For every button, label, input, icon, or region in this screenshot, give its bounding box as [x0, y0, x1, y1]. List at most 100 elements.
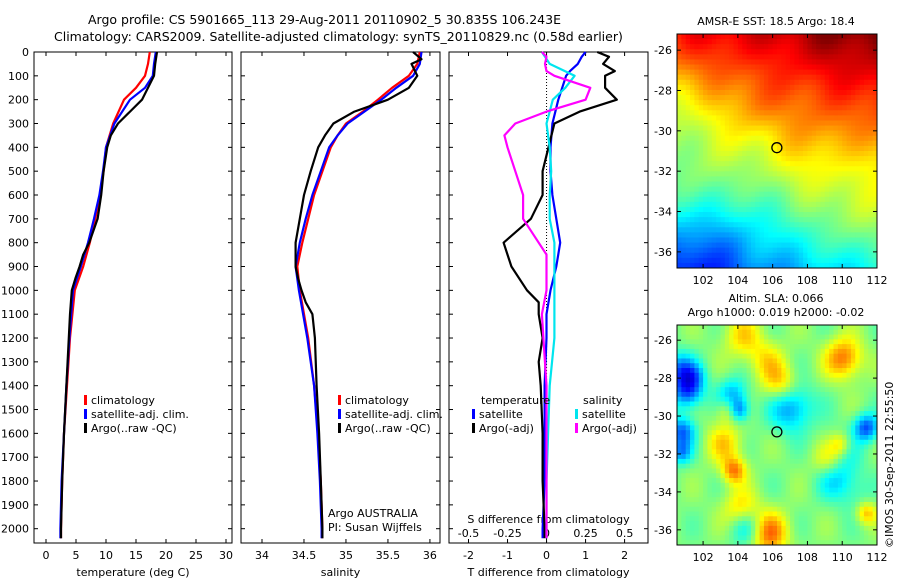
map-cell — [855, 463, 861, 470]
map-cell — [863, 44, 869, 50]
map-cell — [829, 458, 835, 465]
map-cell — [703, 89, 709, 96]
map-cell — [720, 377, 726, 383]
map-cell — [777, 344, 782, 350]
map-cell — [681, 64, 687, 71]
map-cell — [694, 166, 700, 172]
map-cell — [777, 166, 782, 172]
map-cell — [785, 377, 791, 383]
map-cell — [694, 501, 700, 508]
map-cell — [759, 74, 765, 81]
map-cell — [820, 377, 826, 383]
map-cell — [807, 339, 813, 345]
map-cell — [790, 444, 795, 450]
y-tick-label: 400 — [8, 141, 29, 154]
map-cell — [690, 59, 695, 66]
map-cell — [824, 506, 830, 513]
map-cell — [729, 89, 735, 96]
map-cell — [724, 435, 730, 441]
x-tick-label: 106 — [762, 551, 783, 564]
map-cell — [794, 329, 800, 336]
map-cell — [716, 166, 722, 172]
map-cell — [829, 535, 835, 541]
map-cell — [842, 130, 848, 137]
map-cell — [863, 463, 869, 470]
map-cell — [750, 100, 756, 106]
map-cell — [742, 444, 748, 450]
map-cell — [824, 415, 830, 422]
map-cell — [698, 201, 704, 208]
map-cell — [842, 39, 848, 45]
map-cell — [842, 227, 848, 233]
map-cell — [803, 406, 809, 412]
map-cell — [868, 329, 874, 336]
map-cell — [855, 358, 861, 364]
map-cell — [750, 257, 756, 264]
map-cell — [842, 222, 848, 228]
map-cell — [724, 79, 730, 86]
map-cell — [781, 334, 787, 340]
map-cell — [724, 358, 730, 364]
map-cell — [872, 84, 877, 91]
map-cell — [677, 212, 682, 218]
map-cell — [837, 411, 843, 417]
map-cell — [807, 227, 813, 233]
map-cell — [720, 425, 726, 431]
map-cell — [794, 212, 800, 218]
map-cell — [850, 181, 856, 188]
map-cell — [690, 454, 695, 460]
map-cell — [837, 89, 843, 96]
map-cell — [846, 535, 852, 541]
map-cell — [772, 196, 778, 203]
map-cell — [694, 201, 700, 208]
map-cell — [790, 535, 795, 541]
map-cell — [724, 237, 730, 244]
map-cell — [742, 344, 748, 350]
map-cell — [803, 201, 809, 208]
map-cell — [816, 458, 822, 465]
map-cell — [794, 430, 800, 436]
map-cell — [759, 382, 765, 388]
map-cell — [798, 372, 804, 379]
map-cell — [737, 105, 743, 111]
map-cell — [716, 176, 722, 183]
map-cell — [768, 525, 774, 532]
map-cell — [863, 252, 869, 259]
map-cell — [690, 487, 695, 493]
map-cell — [872, 439, 877, 446]
map-cell — [798, 482, 804, 489]
map-cell — [850, 530, 856, 537]
map-cell — [707, 411, 713, 417]
map-cell — [820, 449, 826, 455]
map-cell — [685, 439, 691, 446]
y-tick-label: 1000 — [1, 284, 29, 297]
map-cell — [763, 506, 769, 513]
map-cell — [846, 44, 852, 50]
map-cell — [677, 425, 682, 431]
map-cell — [707, 64, 713, 71]
map-cell — [772, 415, 778, 422]
map-cell — [733, 329, 739, 336]
map-cell — [733, 196, 739, 203]
map-cell — [698, 145, 704, 152]
y-tick-label: 2000 — [1, 523, 29, 536]
map-cell — [816, 372, 822, 379]
map-cell — [724, 54, 730, 61]
map-cell — [820, 161, 826, 167]
map-cell — [820, 334, 826, 340]
map-cell — [720, 171, 726, 178]
map-cell — [833, 425, 839, 431]
map-cell — [724, 125, 730, 132]
map-cell — [824, 382, 830, 388]
series-line-salinity-satellite — [540, 51, 576, 539]
map-cell — [837, 363, 843, 369]
map-cell — [759, 181, 765, 188]
map-cell — [720, 44, 726, 50]
map-cell — [763, 95, 769, 101]
map-cell — [733, 79, 739, 86]
map-cell — [768, 201, 774, 208]
map-cell — [781, 186, 787, 193]
map-cell — [681, 196, 687, 203]
map-cell — [716, 478, 722, 484]
map-cell — [724, 59, 730, 66]
